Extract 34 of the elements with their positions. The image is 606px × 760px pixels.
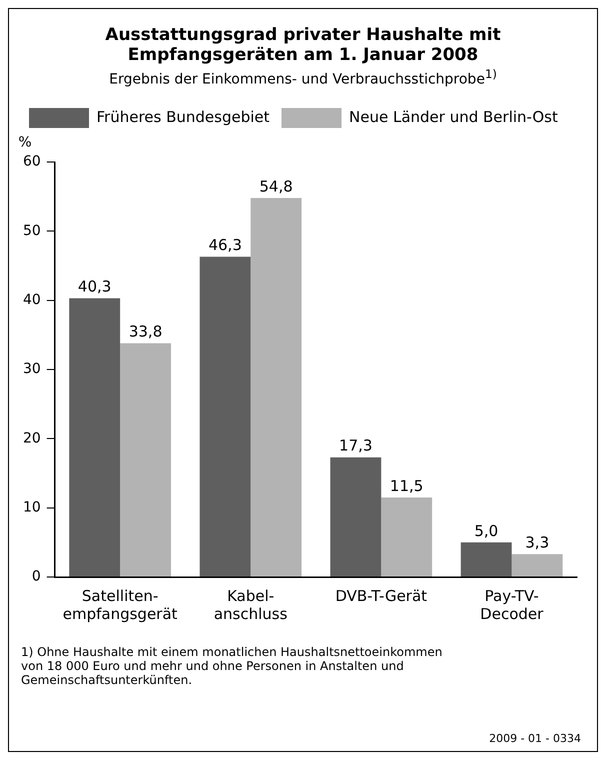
- chart-subtitle: Ergebnis der Einkommens- und Verbrauchsstichprobe$^{1)}$: [108, 67, 498, 88]
- x-tick-label: Satelliten- empfangsgerät: [62, 586, 178, 623]
- data-label: 3,3: [525, 533, 550, 552]
- y-tick-label: 50: [22, 222, 41, 238]
- legend-label: Früheres Bundesgebiet: [96, 108, 270, 126]
- bar: [120, 342, 171, 576]
- bar: [512, 554, 563, 576]
- bar: [200, 256, 251, 576]
- y-tick-label: 40: [22, 292, 41, 308]
- bar: [69, 298, 120, 576]
- bar: [250, 198, 302, 576]
- text: 2009 - 01 - 0334: [489, 732, 581, 745]
- bar: [330, 457, 382, 576]
- data-label: 11,5: [390, 476, 424, 495]
- data-label: 54,8: [259, 177, 293, 196]
- y-tick-label: 10: [22, 499, 41, 516]
- data-label: 40,3: [78, 277, 112, 296]
- text: 1) Ohne Haushalte mit einem monatlichen Haushaltsnettoeinkommen von 18 000 Euro und mehr und ohne Personen in Anstalten und Gemeinschaftsunterkünften.: [20, 644, 444, 687]
- data-label: 5,0: [474, 521, 498, 540]
- y-axis-title: %: [18, 134, 32, 150]
- x-tick-label: Kabel- anschluss: [214, 586, 288, 623]
- y-tick-label: 0: [32, 568, 41, 584]
- data-label: 33,8: [128, 322, 162, 340]
- chart-title: Ausstattungsgrad privater Haushalte mit Empfangsgeräten am 1. Januar 2008: [104, 25, 502, 65]
- data-label: 46,3: [208, 236, 242, 254]
- x-tick-label: DVB-T-Gerät: [335, 586, 428, 605]
- bar: [460, 542, 512, 576]
- data-label: 17,3: [339, 436, 372, 454]
- y-tick-label: 60: [22, 153, 41, 170]
- x-tick-label: Pay-TV- Decoder: [480, 586, 544, 623]
- legend-label: Neue Länder und Berlin-Ost: [349, 108, 558, 126]
- y-tick-label: 20: [22, 430, 41, 446]
- y-tick-label: 30: [22, 360, 41, 377]
- bar: [381, 497, 432, 576]
